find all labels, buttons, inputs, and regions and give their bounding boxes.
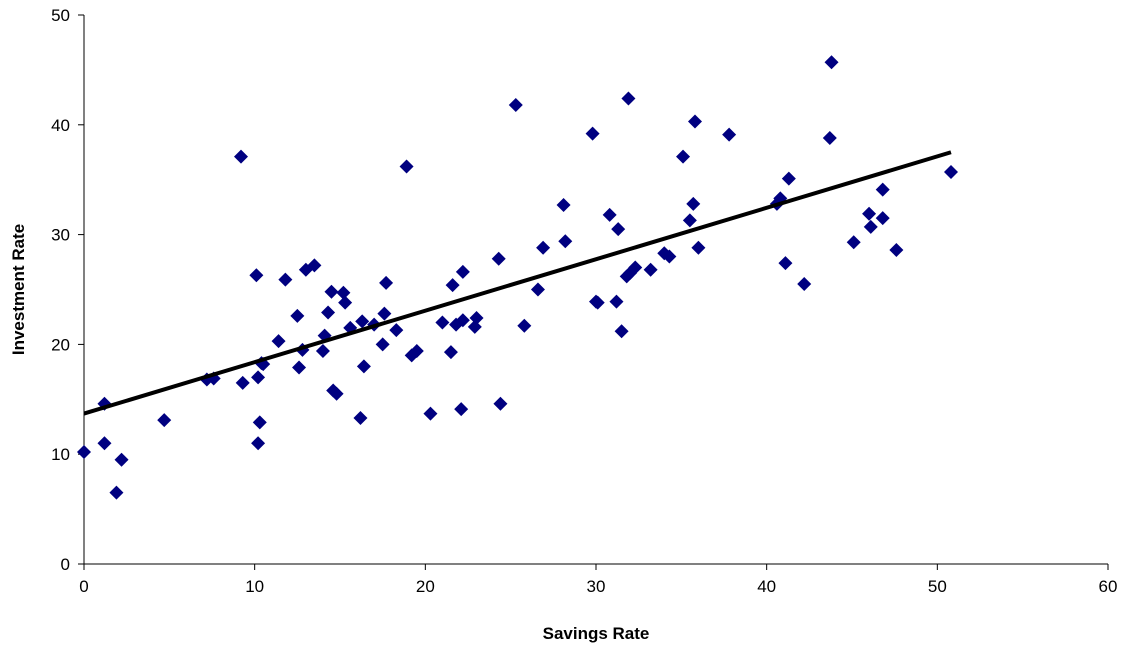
data-point [278,272,293,287]
data-point [355,314,370,329]
data-point [353,410,368,425]
data-point [454,402,469,417]
data-point [862,206,877,221]
x-tick-label: 20 [416,577,435,596]
y-tick-label: 10 [51,445,70,464]
data-point [455,313,470,328]
x-tick-label: 0 [79,577,88,596]
data-point [379,275,394,290]
data-point [114,452,129,467]
data-point [621,91,636,106]
data-point [781,171,796,186]
data-point [797,277,812,292]
data-point [292,360,307,375]
y-tick-label: 0 [61,555,70,574]
data-point [251,370,266,385]
axes-group [83,15,1108,565]
data-point [389,323,404,338]
data-point [445,278,460,293]
data-point [234,149,249,164]
data-point [824,55,839,70]
data-point [77,445,91,460]
data-point [687,114,702,129]
data-point [846,235,861,250]
data-point [517,318,532,333]
data-point [508,98,523,113]
data-point [602,207,617,222]
data-point [691,240,706,255]
data-point [315,343,330,358]
data-point [590,295,605,310]
data-point [338,295,353,310]
data-point [443,345,458,360]
x-axis-title: Savings Rate [543,624,650,643]
data-point [614,324,629,339]
data-point [611,222,626,237]
x-tick-label: 50 [928,577,947,596]
data-point [97,436,112,451]
data-point [643,262,658,277]
data-point [662,249,677,264]
data-point [356,359,371,374]
data-point [467,319,482,334]
plot-area-frame [84,15,1108,564]
data-point [822,130,837,145]
data-point [491,251,506,266]
data-point [556,197,571,212]
y-tick-label: 30 [51,226,70,245]
data-point [157,413,172,428]
data-point [536,240,551,255]
data-point [409,343,424,358]
data-point [676,149,691,164]
x-tick-label: 10 [245,577,264,596]
data-point [628,260,643,275]
data-point [251,436,266,451]
y-axis-title: Investment Rate [9,224,28,355]
data-point [399,159,414,174]
data-point [722,127,737,142]
x-tick-label: 30 [587,577,606,596]
data-point [321,305,336,320]
data-points-group [77,55,958,500]
data-point [290,308,305,323]
y-tick-label: 20 [51,335,70,354]
ticks-group: 0 10 20 30 40 50 60 0 10 20 30 40 50 [51,6,1117,596]
x-tick-label: 40 [757,577,776,596]
trendline [83,150,952,416]
data-point [682,213,697,228]
data-point [336,285,351,300]
data-point [889,242,904,257]
x-tick-label: 60 [1099,577,1118,596]
data-point [609,294,624,309]
data-point [530,282,545,297]
data-point [863,219,878,234]
data-point [493,396,508,411]
data-point [307,258,322,273]
data-point [686,196,701,211]
data-point [271,334,286,349]
data-point [324,284,339,299]
y-tick-label: 40 [51,116,70,135]
data-point [778,256,793,271]
data-point [943,165,958,180]
data-point [875,211,890,226]
data-point [375,337,390,352]
data-point [252,415,267,430]
data-point [875,182,890,197]
data-point [558,234,573,249]
y-tick-label: 50 [51,6,70,25]
data-point [249,268,264,283]
data-point [423,406,438,421]
data-point [435,315,450,330]
data-point [377,306,392,321]
data-point [329,386,344,401]
data-point [455,264,470,279]
data-point [585,126,600,141]
data-point [109,485,124,500]
data-point [469,311,484,326]
data-point [235,375,250,390]
